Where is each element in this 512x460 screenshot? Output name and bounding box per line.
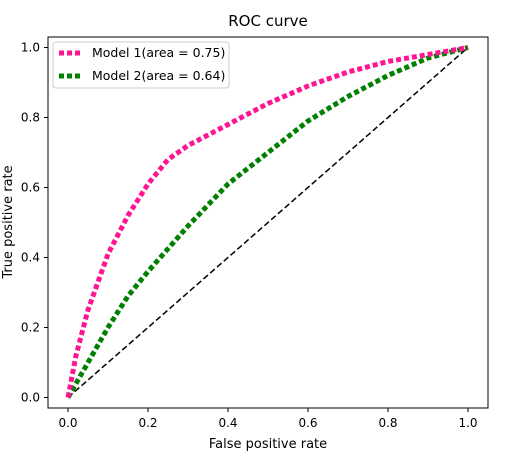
y-tick-label: 0.6 <box>21 181 40 195</box>
legend-box <box>52 41 230 89</box>
legend-label-model-1: Model 1(area = 0.75) <box>92 45 225 60</box>
x-tick-label: 0.2 <box>138 416 157 430</box>
y-tick-label: 0.0 <box>21 391 40 405</box>
x-tick-label: 0.6 <box>298 416 317 430</box>
y-tick-label: 0.8 <box>21 111 40 125</box>
y-axis-label: True positive rate <box>1 165 16 279</box>
legend: Model 1(area = 0.75) Model 2(area = 0.64… <box>52 41 230 89</box>
x-tick-label: 0.4 <box>218 416 237 430</box>
series-layer <box>65 45 469 399</box>
diagonal-reference-line <box>67 46 469 399</box>
x-tick-label: 0.0 <box>58 416 77 430</box>
x-tick-label: 1.0 <box>458 416 477 430</box>
y-tick-label: 1.0 <box>21 41 40 55</box>
series-line-model-1 <box>65 45 469 398</box>
x-tick-label: 0.8 <box>378 416 397 430</box>
y-tick-label: 0.4 <box>21 251 40 265</box>
x-axis-label: False positive rate <box>209 437 327 452</box>
ticks-layer: 0.0 0.2 0.4 0.6 0.8 1.0 0.0 0.2 0.4 0.6 0.8 1.0 <box>21 41 478 431</box>
legend-label-model-2: Model 2(area = 0.64) <box>92 68 225 83</box>
chart-title: ROC curve <box>228 12 308 30</box>
plot-frame <box>47 36 489 409</box>
y-tick-label: 0.2 <box>21 321 40 335</box>
